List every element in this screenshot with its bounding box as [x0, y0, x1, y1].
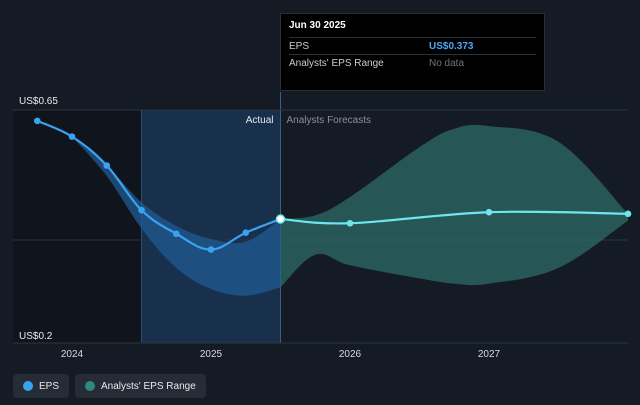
range-dot-icon — [85, 381, 96, 391]
series-line-actual — [36, 119, 281, 251]
legend-item-range[interactable]: Analysts' EPS Range — [75, 374, 206, 398]
x-tick-label-2026: 2026 — [339, 349, 362, 360]
tooltip-row-eps: EPS US$0.373 — [289, 37, 536, 54]
point-actual-4 — [172, 230, 180, 238]
point-forecast-3 — [624, 210, 632, 218]
point-forecast-0 — [275, 214, 286, 224]
tooltip-eps-key: EPS — [289, 41, 310, 52]
series-line-forecast — [280, 210, 629, 225]
tooltip-row-range: Analysts' EPS Range No data — [289, 54, 536, 71]
legend: EPS Analysts' EPS Range — [13, 374, 206, 398]
tooltip-eps-value: US$0.373 — [429, 41, 474, 52]
x-tick-label-2025: 2025 — [200, 349, 223, 360]
point-actual-5 — [207, 246, 215, 253]
point-actual-3 — [138, 206, 145, 214]
legend-label-range: Analysts' EPS Range — [101, 380, 196, 392]
tooltip-date: Jun 30 2025 — [289, 20, 346, 31]
point-actual-2 — [103, 162, 111, 169]
tooltip: Jun 30 2025 EPS US$0.373 Analysts' EPS R… — [280, 13, 545, 91]
point-forecast-2 — [485, 208, 493, 216]
x-tick-label-2024: 2024 — [61, 349, 84, 360]
point-actual-6 — [242, 229, 250, 236]
region-label-forecast: Analysts Forecasts — [287, 115, 371, 126]
y-axis-max-label: US$0.65 — [19, 96, 58, 107]
region-label-actual: Actual — [246, 115, 274, 126]
point-actual-0 — [33, 117, 41, 125]
eps-dot-icon — [23, 381, 33, 391]
range-band-forecast — [280, 124, 628, 288]
y-axis-min-label: US$0.2 — [19, 331, 53, 342]
tooltip-range-value: No data — [429, 58, 465, 69]
point-forecast-1 — [346, 219, 354, 227]
range-band-past — [72, 136, 281, 296]
tooltip-range-key: Analysts' EPS Range — [289, 58, 384, 69]
x-tick-label-2027: 2027 — [478, 349, 501, 360]
point-actual-1 — [68, 133, 76, 140]
legend-item-eps[interactable]: EPS — [13, 374, 70, 398]
legend-label-eps: EPS — [39, 380, 60, 392]
